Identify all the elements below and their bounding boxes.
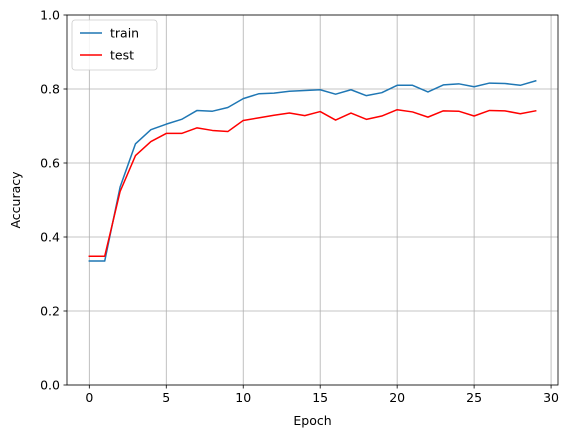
y-axis-label: Accuracy <box>8 171 23 229</box>
ticks-layer: 0 5 10 15 20 25 30 0.0 0.2 0.4 0.6 0.8 1.0 <box>40 8 559 406</box>
legend: train test <box>71 19 158 71</box>
series-line-train <box>88 79 537 262</box>
plot-frame <box>66 14 559 386</box>
x-tick-label-10: 10 <box>235 390 251 405</box>
x-tick-label-0: 0 <box>85 390 93 405</box>
y-tick-label-0.0: 0.0 <box>40 378 60 393</box>
axes-layer <box>66 14 559 386</box>
grid-layer <box>67 14 558 386</box>
x-tick-label-30: 30 <box>543 390 559 405</box>
series-line-test <box>88 108 537 257</box>
legend-label-train: train <box>110 26 139 41</box>
y-tick-label-1.0: 1.0 <box>40 8 60 23</box>
series-layer <box>88 79 537 262</box>
legend-label-test: test <box>110 48 134 63</box>
y-tick-label-0.6: 0.6 <box>40 156 60 171</box>
x-tick-label-25: 25 <box>466 390 482 405</box>
x-tick-label-5: 5 <box>162 390 170 405</box>
y-tick-label-0.2: 0.2 <box>40 304 60 319</box>
y-tick-label-0.4: 0.4 <box>40 230 60 245</box>
y-tick-label-0.8: 0.8 <box>40 82 60 97</box>
x-tick-label-15: 15 <box>312 390 328 405</box>
x-axis-label: Epoch <box>293 413 331 428</box>
x-tick-label-20: 20 <box>389 390 405 405</box>
